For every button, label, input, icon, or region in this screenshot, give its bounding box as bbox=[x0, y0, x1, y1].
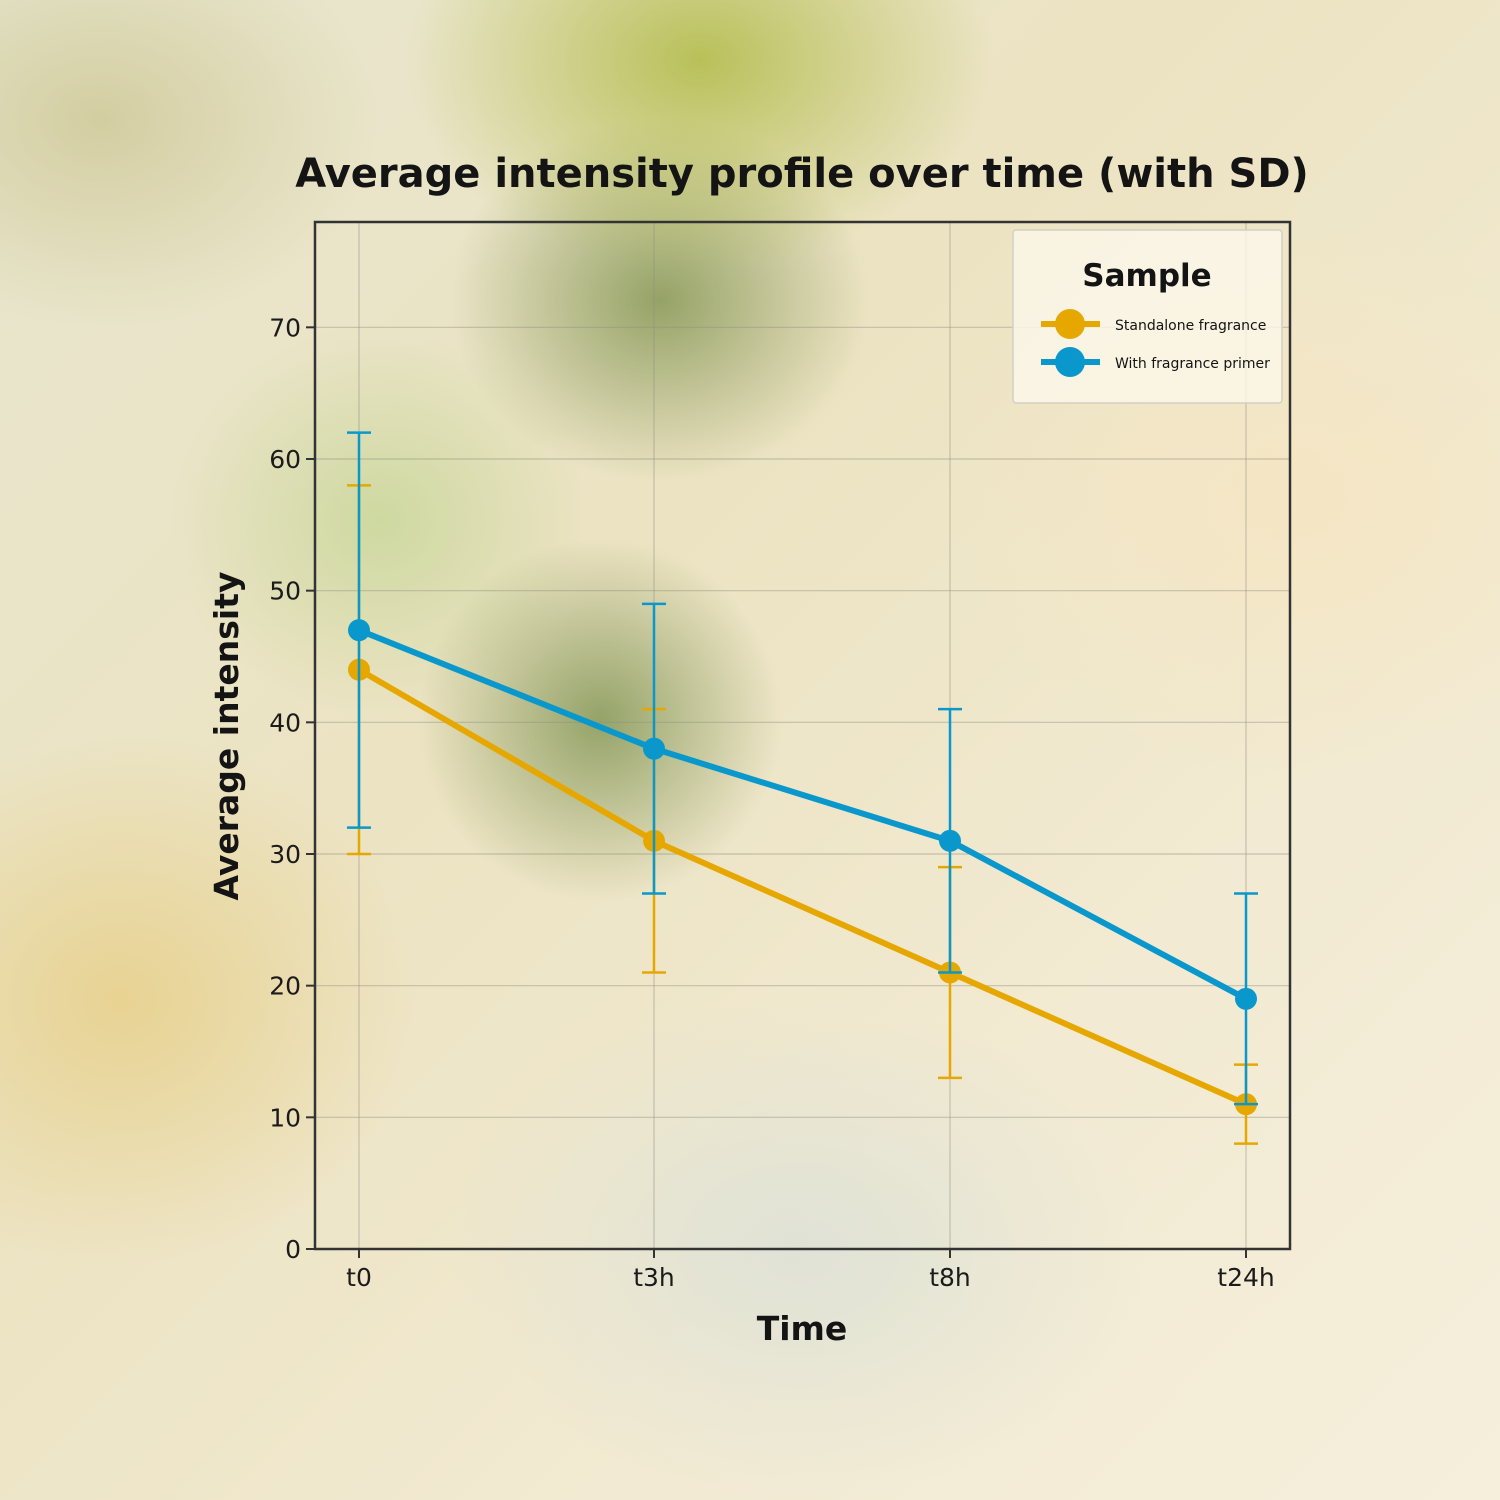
y-tick-label: 0 bbox=[285, 1235, 301, 1264]
y-axis-label: Average intensity bbox=[207, 572, 246, 901]
chart-title: Average intensity profile over time (wit… bbox=[295, 151, 1309, 197]
legend-label: With fragrance primer bbox=[1115, 356, 1270, 372]
legend-box bbox=[1012, 229, 1283, 404]
plot-frame bbox=[313, 220, 1292, 1251]
x-tick-label: t8h bbox=[929, 1263, 971, 1292]
x-tick-label: t0 bbox=[346, 1263, 372, 1292]
x-tick-label: t3h bbox=[633, 1263, 675, 1292]
legend-marker bbox=[1055, 347, 1085, 377]
series-line bbox=[357, 667, 1248, 1107]
data-point bbox=[1235, 987, 1257, 1010]
series-line bbox=[357, 627, 1248, 1002]
x-tick-label: t24h bbox=[1217, 1263, 1274, 1292]
y-tick-label: 10 bbox=[269, 1103, 301, 1132]
y-tick-label: 20 bbox=[269, 972, 301, 1001]
y-tick-label: 60 bbox=[269, 445, 301, 474]
y-tick-label: 70 bbox=[269, 313, 301, 342]
legend: Sample Standalone fragrance With fragranc… bbox=[1012, 229, 1283, 404]
y-tick-label: 40 bbox=[269, 708, 301, 737]
plot-series bbox=[347, 431, 1258, 1145]
series-2 bbox=[347, 431, 1258, 1106]
data-point bbox=[348, 619, 370, 642]
legend-entry: Standalone fragrance bbox=[1041, 309, 1266, 339]
legend-marker bbox=[1055, 309, 1085, 339]
x-axis-label: Time bbox=[757, 1309, 848, 1348]
axis-ticks: 0 10 20 30 40 50 60 70 t0 t3h t8h t24h bbox=[269, 313, 1275, 1292]
data-point bbox=[643, 737, 665, 760]
series-1 bbox=[347, 484, 1258, 1145]
data-point bbox=[939, 829, 961, 852]
y-tick-label: 30 bbox=[269, 840, 301, 869]
legend-title: Sample bbox=[1082, 258, 1211, 294]
legend-entry: With fragrance primer bbox=[1041, 347, 1270, 377]
y-tick-label: 50 bbox=[269, 577, 301, 606]
legend-label: Standalone fragrance bbox=[1115, 318, 1266, 334]
